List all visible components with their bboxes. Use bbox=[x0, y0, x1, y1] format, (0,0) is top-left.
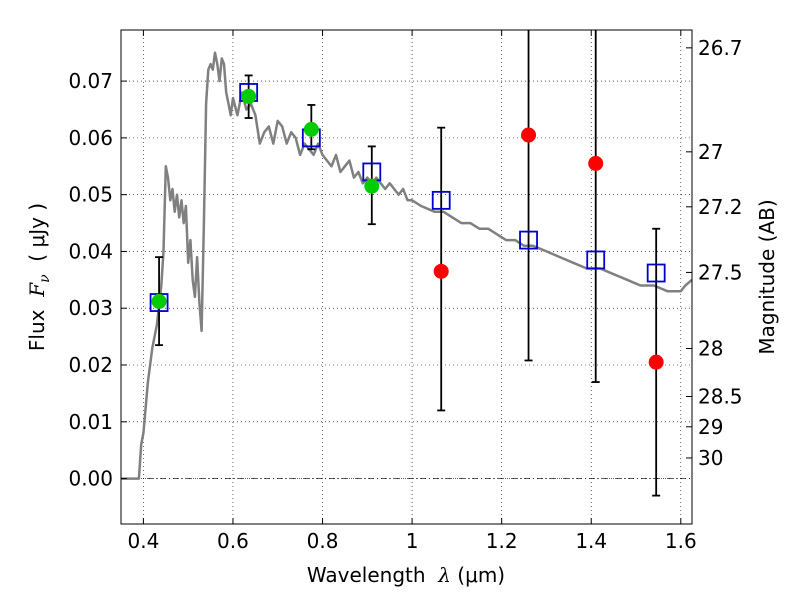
x-tick-label: 0.6 bbox=[217, 529, 249, 553]
y2-tick-label: 27 bbox=[698, 140, 723, 164]
detection-point bbox=[364, 178, 380, 194]
detection-point bbox=[151, 293, 167, 309]
nondetection-point bbox=[648, 354, 664, 370]
y-tick-label: 0.06 bbox=[68, 126, 113, 150]
nondetection-point bbox=[433, 263, 449, 279]
y2-tick-label: 27.2 bbox=[698, 195, 743, 219]
y-tick-label: 0.02 bbox=[68, 353, 113, 377]
y-tick-label: 0.04 bbox=[68, 239, 113, 263]
detection-point bbox=[241, 88, 257, 104]
x-axis-label: Wavelength λ (μm) bbox=[307, 563, 505, 587]
axes: 0.4 0.6 0.8 1 1.2 1.4 1.6 0.00 0.01 0.02 0.03 0.04 0… bbox=[68, 30, 743, 553]
model-flux-square bbox=[519, 230, 538, 250]
x-tick-label: 0.4 bbox=[127, 529, 159, 553]
detection-point bbox=[303, 121, 319, 137]
y2-tick-label: 27.5 bbox=[698, 260, 743, 284]
right-axis-label: Magnitude (AB) bbox=[755, 199, 779, 354]
y-tick-label: 0.07 bbox=[68, 69, 113, 93]
y-tick-label: 0.00 bbox=[68, 467, 113, 491]
x-tick-label: 1.4 bbox=[575, 529, 607, 553]
y-tick-label: 0.03 bbox=[68, 296, 113, 320]
model-flux-square bbox=[586, 250, 606, 270]
nondetection-point bbox=[588, 155, 604, 171]
model-flux-square bbox=[431, 190, 451, 210]
y2-tick-label: 28.5 bbox=[698, 385, 743, 409]
x-tick-label: 1.2 bbox=[486, 529, 518, 553]
plot-area bbox=[121, 30, 692, 497]
y-tick-label: 0.01 bbox=[68, 410, 113, 434]
grid bbox=[121, 30, 692, 524]
plot-frame bbox=[120, 29, 693, 525]
y-tick-label: 0.05 bbox=[68, 183, 113, 207]
x-tick-label: 1 bbox=[406, 529, 419, 553]
nondetection-point bbox=[521, 127, 537, 143]
x-tick-label: 0.8 bbox=[307, 529, 339, 553]
model-flux-square bbox=[646, 263, 666, 283]
y2-tick-label: 30 bbox=[698, 446, 723, 470]
sed-model-line bbox=[121, 51, 692, 480]
y-axis-label: Flux Fν ( μJy ) bbox=[25, 203, 53, 351]
y2-tick-label: 26.7 bbox=[698, 36, 743, 60]
y2-tick-label: 28 bbox=[698, 336, 723, 360]
x-tick-label: 1.6 bbox=[665, 529, 697, 553]
y2-tick-label: 29 bbox=[698, 415, 723, 439]
